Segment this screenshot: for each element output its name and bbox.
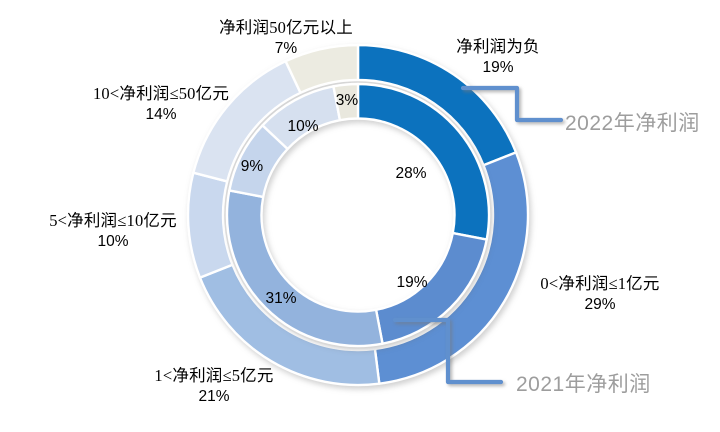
ring-2022 <box>186 43 530 387</box>
category-label-1: 0<净利润≤1亿元 29% <box>540 273 659 315</box>
category-name: 5<净利润≤10亿元 <box>49 211 177 230</box>
inner-value-label-4: 10% <box>287 118 319 135</box>
category-name: 10<净利润≤50亿元 <box>92 84 230 103</box>
category-label-0: 净利润为负 19% <box>456 36 540 78</box>
ring-2021 <box>225 82 491 348</box>
inner-value-label-1: 19% <box>396 274 428 291</box>
series-label-2021: 2021年净利润 <box>516 373 651 396</box>
category-label-5: 净利润50亿元以上 7% <box>219 17 353 59</box>
category-outer-value: 21% <box>198 388 230 405</box>
category-outer-value: 29% <box>584 296 616 313</box>
category-label-4: 10<净利润≤50亿元 14% <box>93 83 229 125</box>
category-label-2: 1<净利润≤5亿元 21% <box>154 365 273 407</box>
callout-line-2022 <box>460 85 564 123</box>
slice-2022-5 <box>284 43 360 95</box>
category-outer-value: 19% <box>482 59 514 76</box>
category-name: 0<净利润≤1亿元 <box>540 274 660 293</box>
inner-value-label-3: 9% <box>240 158 264 175</box>
inner-value-label-5: 3% <box>335 92 359 109</box>
inner-value-label-2: 31% <box>265 290 297 307</box>
slice-2021-5 <box>332 82 360 122</box>
category-outer-value: 14% <box>145 106 177 123</box>
slice-2022-3 <box>186 171 234 279</box>
category-name: 净利润为负 <box>456 37 540 56</box>
category-name: 净利润50亿元以上 <box>219 18 353 37</box>
category-outer-value: 10% <box>97 233 129 250</box>
series-label-2022: 2022年净利润 <box>565 112 700 135</box>
category-label-3: 5<净利润≤10亿元 10% <box>49 210 177 252</box>
category-name: 1<净利润≤5亿元 <box>154 366 274 385</box>
category-outer-value: 7% <box>274 40 298 57</box>
inner-value-label-0: 28% <box>395 165 427 182</box>
callout-line-2021 <box>392 317 504 385</box>
